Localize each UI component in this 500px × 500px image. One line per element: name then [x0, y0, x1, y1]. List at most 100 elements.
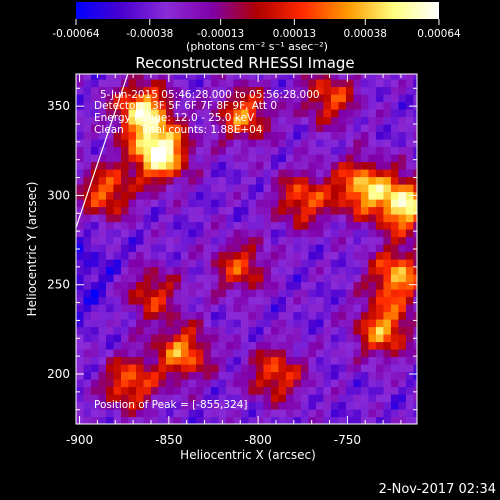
heatmap-cell — [330, 74, 340, 80]
heatmap-cell — [338, 169, 347, 178]
heatmap-cell — [330, 266, 340, 275]
heatmap-cell — [165, 74, 175, 80]
heatmap-cell — [270, 356, 280, 365]
heatmap-cell — [143, 416, 152, 424]
heatmap-cell — [143, 191, 152, 200]
heatmap-cell — [353, 281, 362, 290]
heatmap-cell — [323, 334, 332, 343]
heatmap-cell — [263, 206, 272, 215]
heatmap-cell — [323, 409, 332, 418]
heatmap-cell — [338, 131, 347, 140]
heatmap-cell — [225, 244, 235, 253]
heatmap-cell — [285, 364, 295, 373]
heatmap-cell — [248, 161, 257, 170]
heatmap-cell — [308, 251, 317, 260]
heatmap-cell — [413, 296, 417, 305]
heatmap-cell — [113, 169, 122, 178]
heatmap-cell — [398, 304, 407, 313]
heatmap-cell — [105, 199, 115, 208]
heatmap-cell — [278, 364, 287, 373]
heatmap-cell — [143, 176, 152, 185]
heatmap-cell — [173, 199, 182, 208]
heatmap-cell — [383, 259, 392, 268]
heatmap-cell — [270, 79, 280, 88]
heatmap-cell — [375, 131, 385, 140]
heatmap-cell — [98, 379, 107, 388]
heatmap-cell — [270, 296, 280, 305]
heatmap-cell — [113, 94, 122, 103]
heatmap-cell — [173, 326, 182, 335]
heatmap-cell — [91, 401, 100, 410]
heatmap-cell — [173, 334, 182, 343]
heatmap-cell — [255, 334, 265, 343]
heatmap-cell — [76, 379, 85, 388]
heatmap-cell — [270, 341, 280, 350]
heatmap-cell — [135, 229, 145, 238]
heatmap-cell — [338, 259, 347, 268]
heatmap-cell — [105, 416, 115, 424]
heatmap-cell — [165, 319, 175, 328]
heatmap-cell — [128, 251, 137, 260]
heatmap-cell — [278, 146, 287, 155]
heatmap-cell — [368, 101, 377, 110]
heatmap-cell — [165, 304, 175, 313]
heatmap-cell — [173, 349, 182, 358]
heatmap-cell — [360, 236, 370, 245]
heatmap-cell — [398, 364, 407, 373]
heatmap-cell — [143, 349, 152, 358]
heatmap-cell — [255, 349, 265, 358]
heatmap-cell — [375, 214, 385, 223]
heatmap-cell — [360, 356, 370, 365]
heatmap-cell — [105, 311, 115, 320]
heatmap-cell — [398, 349, 407, 358]
heatmap-cell — [308, 109, 317, 118]
heatmap-cell — [233, 109, 242, 118]
heatmap-cell — [413, 274, 417, 283]
heatmap-cell — [233, 251, 242, 260]
heatmap-cell — [240, 146, 250, 155]
heatmap-cell — [240, 341, 250, 350]
heatmap-cell — [278, 236, 287, 245]
heatmap-cell — [263, 161, 272, 170]
heatmap-cell — [360, 199, 370, 208]
heatmap-cell — [285, 304, 295, 313]
heatmap-cell — [345, 289, 355, 298]
heatmap-cell — [270, 349, 280, 358]
heatmap-cell — [345, 74, 355, 80]
heatmap-cell — [300, 356, 310, 365]
heatmap-cell — [248, 416, 257, 424]
heatmap-cell — [135, 341, 145, 350]
colorbar-tick-label: -0.00064 — [52, 28, 100, 40]
heatmap-cell — [240, 139, 250, 148]
heatmap-cell — [405, 74, 415, 80]
heatmap-cell — [315, 341, 325, 350]
heatmap-cell — [263, 184, 272, 193]
heatmap-cell — [180, 379, 190, 388]
heatmap-cell — [263, 326, 272, 335]
heatmap-cell — [210, 394, 220, 403]
heatmap-cell — [98, 199, 107, 208]
heatmap-cell — [195, 259, 205, 268]
heatmap-cell — [383, 394, 392, 403]
heatmap-cell — [98, 386, 107, 395]
heatmap-cell — [255, 311, 265, 320]
heatmap-cell — [203, 401, 212, 410]
heatmap-cell — [195, 289, 205, 298]
heatmap-cell — [158, 86, 167, 95]
heatmap-cell — [330, 326, 340, 335]
heatmap-cell — [83, 74, 92, 80]
heatmap-cell — [165, 86, 175, 95]
heatmap-cell — [195, 206, 205, 215]
colorbar — [76, 2, 439, 19]
heatmap-cell — [248, 304, 257, 313]
heatmap-cell — [413, 386, 417, 395]
heatmap-cell — [210, 176, 220, 185]
heatmap-cell — [255, 296, 265, 305]
heatmap-cell — [405, 326, 415, 335]
heatmap-cell — [83, 274, 92, 283]
heatmap-cell — [91, 364, 100, 373]
heatmap-cell — [143, 131, 152, 140]
heatmap-cell — [233, 191, 242, 200]
heatmap-cell — [113, 79, 122, 88]
heatmap-cell — [338, 266, 347, 275]
